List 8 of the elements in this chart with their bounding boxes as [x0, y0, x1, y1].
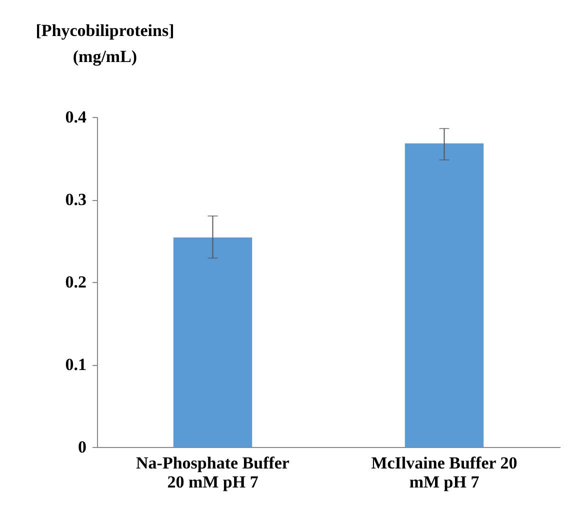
y-tick-label: 0.1 [65, 355, 86, 374]
y-tick-label: 0.4 [65, 108, 87, 126]
y-tick-label: 0 [78, 438, 86, 456]
y-tick-label: 0.3 [65, 190, 86, 209]
x-tick-label: Na-Phosphate Buffer 20 mM pH 7 [136, 454, 290, 492]
y-axis-title: [Phycobiliproteins] (mg/mL) [36, 21, 174, 66]
x-tick-label: McIlvaine Buffer 20 mM pH 7 [371, 454, 518, 492]
y-tick-label: 0.2 [65, 272, 86, 292]
